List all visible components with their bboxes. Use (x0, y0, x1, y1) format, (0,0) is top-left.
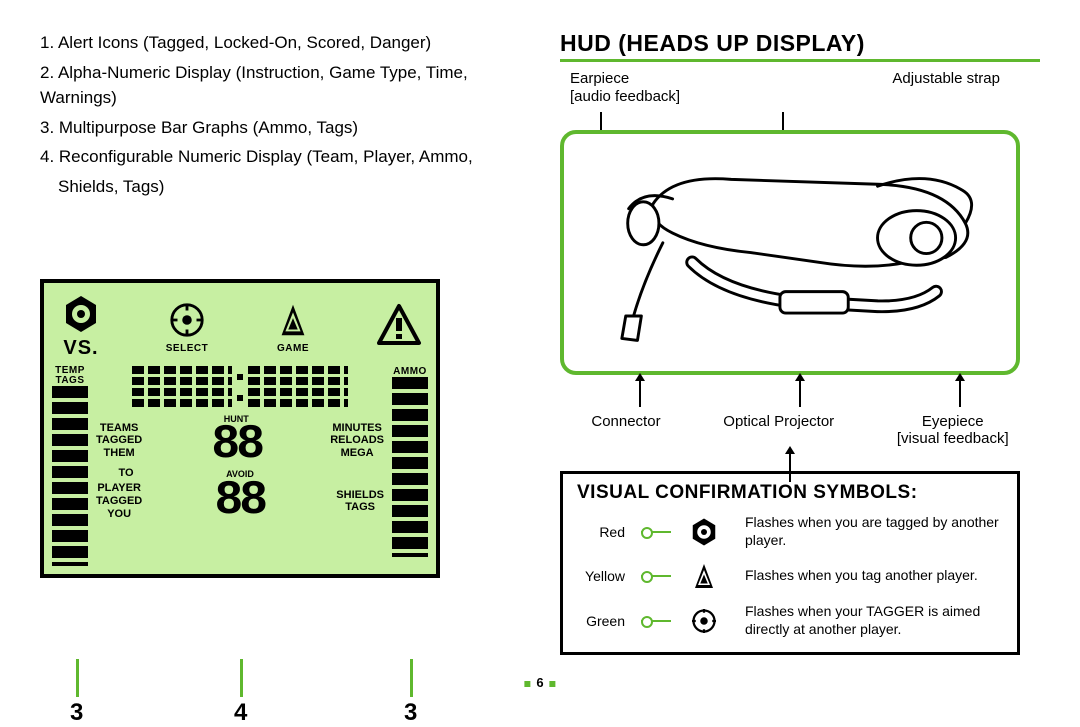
game-label: GAME (277, 343, 309, 354)
shields-stack: SHIELDS TAGS (336, 489, 384, 514)
feature-item: Shields, Tags) (40, 174, 510, 200)
locked-symbol-icon (687, 604, 721, 638)
scored-symbol-icon (687, 559, 721, 593)
callout-3a: 3 (70, 699, 83, 727)
sym-desc: Flashes when you are tagged by another p… (737, 514, 1003, 549)
symbols-box: VISUAL CONFIRMATION SYMBOLS: Red Flashes… (560, 471, 1020, 655)
danger-icon (376, 303, 422, 349)
connector-label: Connector (591, 413, 660, 447)
sym-color-green: Green (577, 613, 625, 629)
sym-color-red: Red (577, 524, 625, 540)
hud-illustration (560, 130, 1020, 375)
eyepiece-label: Eyepiece[visual feedback] (897, 413, 1009, 447)
feature-item: 2. Alpha-Numeric Display (Instruction, G… (40, 60, 510, 111)
ammo-label: AMMO (393, 366, 427, 377)
select-label: SELECT (166, 343, 208, 354)
bargraph-right (392, 377, 428, 557)
temp-tags-label: TEMP TAGS (55, 366, 85, 386)
tagged-symbol-icon (687, 515, 721, 549)
symbols-title: VISUAL CONFIRMATION SYMBOLS: (577, 482, 1003, 504)
projector-label: Optical Projector (723, 413, 834, 447)
alpha-grid-left (132, 366, 232, 408)
vs-label: VS. (63, 337, 98, 360)
strap-label: Adjustable strap (892, 70, 1000, 106)
tagged-icon (58, 291, 104, 337)
teams-stack: TEAMS TAGGED THEM (96, 422, 142, 460)
page-number: 6 (518, 675, 561, 690)
player-stack: PLAYER TAGGED YOU (96, 482, 142, 520)
to-label: TO (96, 467, 156, 480)
scored-icon (270, 297, 316, 343)
sym-desc: Flashes when you tag another player. (737, 567, 1003, 585)
callout-3b: 3 (404, 699, 417, 727)
feature-item: 4. Reconfigurable Numeric Display (Team,… (40, 144, 510, 170)
bargraph-left (52, 386, 88, 566)
feature-item: 3. Multipurpose Bar Graphs (Ammo, Tags) (40, 115, 510, 141)
sym-color-yellow: Yellow (577, 568, 625, 584)
hud-title: HUD (HEADS UP DISPLAY) (560, 30, 1040, 62)
locked-on-icon (164, 297, 210, 343)
feature-item: 1. Alert Icons (Tagged, Locked-On, Score… (40, 30, 510, 56)
lcd-diagram: 1 2 VS. SELECT (40, 279, 460, 578)
callout-4: 4 (234, 699, 247, 727)
digits-top: 88 (211, 424, 261, 467)
feature-list: 1. Alert Icons (Tagged, Locked-On, Score… (40, 30, 510, 199)
alpha-grid-right (248, 366, 348, 408)
earpiece-label: Earpiece[audio feedback] (570, 70, 680, 106)
minutes-stack: MINUTES RELOADS MEGA (330, 422, 384, 460)
digits-bot: 88 (214, 480, 264, 523)
sym-desc: Flashes when your TAGGER is aimed direct… (737, 603, 1003, 638)
